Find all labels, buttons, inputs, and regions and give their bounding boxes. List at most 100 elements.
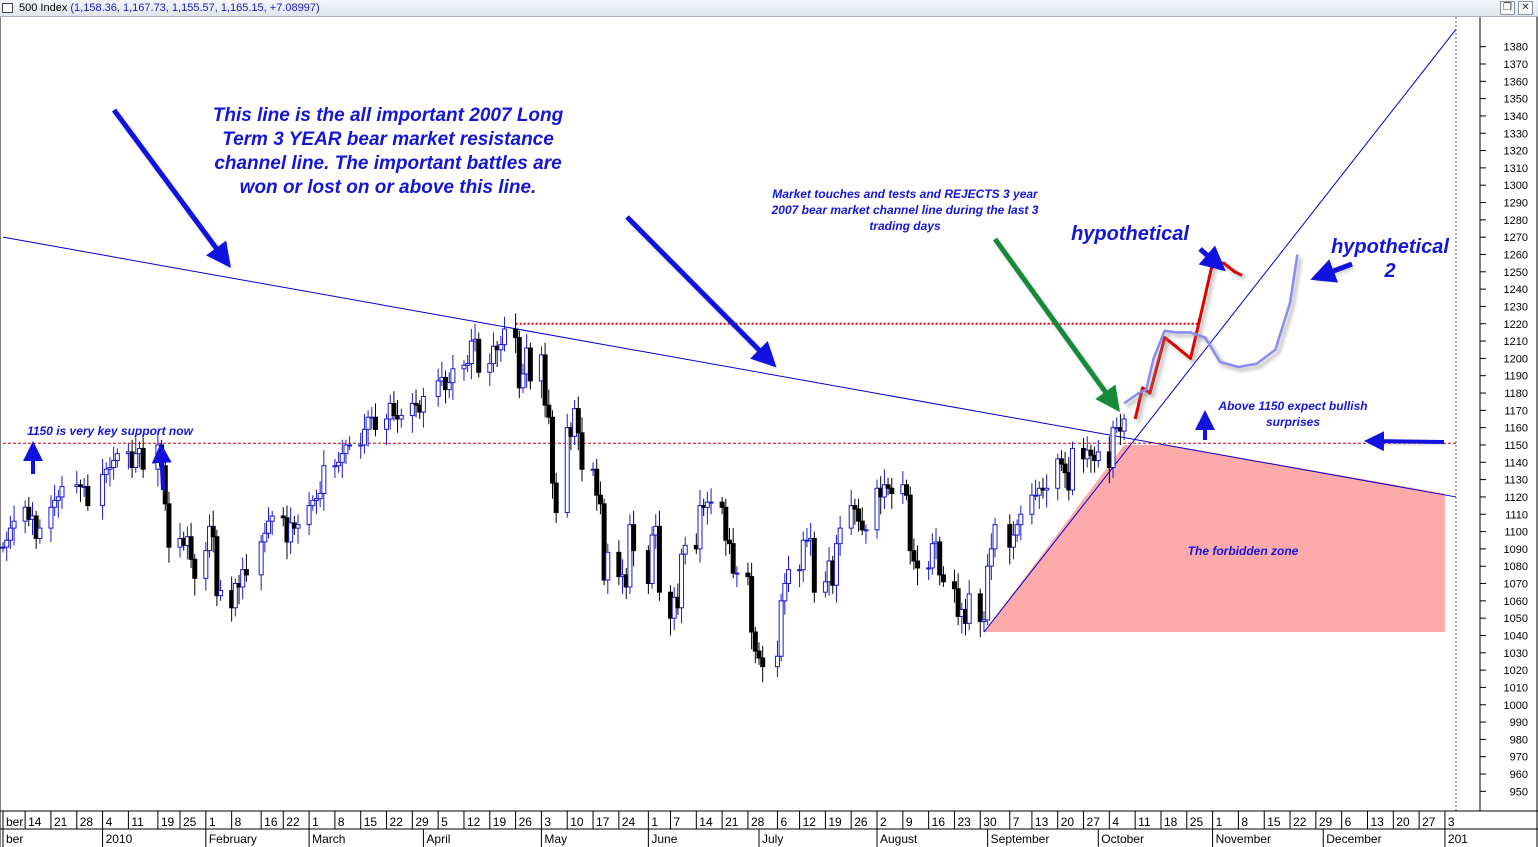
candle xyxy=(852,498,858,525)
candle xyxy=(616,540,622,586)
y-tick-label: 1310 xyxy=(1504,163,1528,175)
candle xyxy=(734,566,740,587)
y-tick-label: 1280 xyxy=(1504,215,1528,227)
candle xyxy=(937,536,943,586)
candle-body xyxy=(306,505,312,526)
x-tick-label: 26 xyxy=(519,815,533,829)
candle xyxy=(837,515,843,556)
candle-body xyxy=(874,487,880,531)
candle xyxy=(911,538,917,570)
candle-body xyxy=(520,373,526,389)
candle xyxy=(527,342,533,390)
y-tick-label: 980 xyxy=(1510,734,1528,746)
candle-body xyxy=(833,543,839,586)
candle-body xyxy=(627,524,633,588)
x-tick-label: 24 xyxy=(622,815,636,829)
window-title: 500 Index (1,158.36, 1,167.73, 1,155.57,… xyxy=(19,2,320,14)
x-tick-label: ber xyxy=(6,815,23,829)
candle xyxy=(631,510,637,567)
candle-body xyxy=(461,364,467,370)
candle-body xyxy=(579,432,585,470)
candle-body xyxy=(339,453,345,463)
x-tick-label: 4 xyxy=(106,815,113,829)
candle-body xyxy=(1044,487,1050,491)
candle-body xyxy=(210,525,216,538)
candle xyxy=(85,474,91,511)
candle xyxy=(361,413,367,454)
x-tick-label: 29 xyxy=(1319,815,1333,829)
candle xyxy=(321,450,327,511)
candle xyxy=(1018,505,1024,541)
x-tick-label: 20 xyxy=(1396,815,1410,829)
candle-body xyxy=(77,484,83,488)
candle-body xyxy=(597,494,603,505)
x-tick-label: 19 xyxy=(493,815,507,829)
annotation-support: 1150 is very key support now xyxy=(27,424,193,438)
candle xyxy=(210,510,216,553)
candle xyxy=(188,522,194,568)
candle xyxy=(1029,483,1035,525)
projection-shadow xyxy=(1125,257,1303,409)
x-tick-label: 8 xyxy=(235,815,242,829)
y-tick-label: 1270 xyxy=(1504,232,1528,244)
candle-body xyxy=(1088,449,1094,456)
candle xyxy=(339,439,345,478)
candle-body xyxy=(133,453,139,468)
candle-body xyxy=(100,473,106,507)
candle xyxy=(306,491,312,536)
candle-body xyxy=(649,534,655,585)
x-month-label: February xyxy=(209,832,257,846)
y-tick-label: 1080 xyxy=(1504,561,1528,573)
candle xyxy=(107,457,113,487)
candle-body xyxy=(107,466,113,470)
x-tick-label: 19 xyxy=(161,815,175,829)
candle-body xyxy=(782,583,788,602)
candle-body xyxy=(1069,447,1075,491)
candle xyxy=(988,533,994,581)
candle-body xyxy=(207,525,213,552)
price-chart: 9509609709809901000101010201030104010501… xyxy=(0,17,1538,847)
x-tick-label: 5 xyxy=(441,815,448,829)
candle xyxy=(856,498,862,532)
x-tick-label: 28 xyxy=(80,815,94,829)
candle xyxy=(874,479,880,539)
x-month-label: March xyxy=(312,832,345,846)
candle-body xyxy=(889,487,895,494)
x-tick-label: 8 xyxy=(338,815,345,829)
candle-body xyxy=(11,520,17,529)
close-window-icon[interactable]: ✕ xyxy=(1518,1,1533,15)
y-tick-label: 1300 xyxy=(1504,180,1528,192)
candle-body xyxy=(800,539,806,571)
candle xyxy=(1121,413,1127,440)
candle-body xyxy=(1018,513,1024,526)
restore-window-icon[interactable]: ❐ xyxy=(1500,1,1515,15)
candle-body xyxy=(564,427,570,514)
candle xyxy=(409,393,415,433)
y-tick-label: 1110 xyxy=(1505,509,1528,521)
hypothetical-2-path xyxy=(1123,254,1299,405)
annotation-hypothetical: hypothetical xyxy=(1071,223,1189,245)
candle xyxy=(727,528,732,555)
candle xyxy=(1036,481,1042,510)
x-tick-label: 1 xyxy=(1216,815,1223,829)
x-tick-label: 7 xyxy=(673,815,680,829)
candle xyxy=(929,533,935,575)
candle-body xyxy=(848,505,854,529)
candle-body xyxy=(269,515,275,522)
candle xyxy=(915,545,921,586)
y-tick-label: 1260 xyxy=(1504,249,1528,261)
candle xyxy=(262,522,268,553)
y-tick-label: 1340 xyxy=(1504,111,1528,123)
candle-body xyxy=(384,418,390,430)
candle xyxy=(313,490,319,515)
candle-body xyxy=(487,363,493,373)
x-tick-label: 11 xyxy=(131,815,144,829)
x-tick-label: 29 xyxy=(415,815,429,829)
x-month-label: October xyxy=(1101,832,1144,846)
candle xyxy=(111,446,117,480)
candle-body xyxy=(468,340,474,365)
candle xyxy=(708,488,714,515)
candle xyxy=(697,490,703,563)
candle-body xyxy=(218,589,224,597)
x-tick-label: 22 xyxy=(1293,815,1307,829)
